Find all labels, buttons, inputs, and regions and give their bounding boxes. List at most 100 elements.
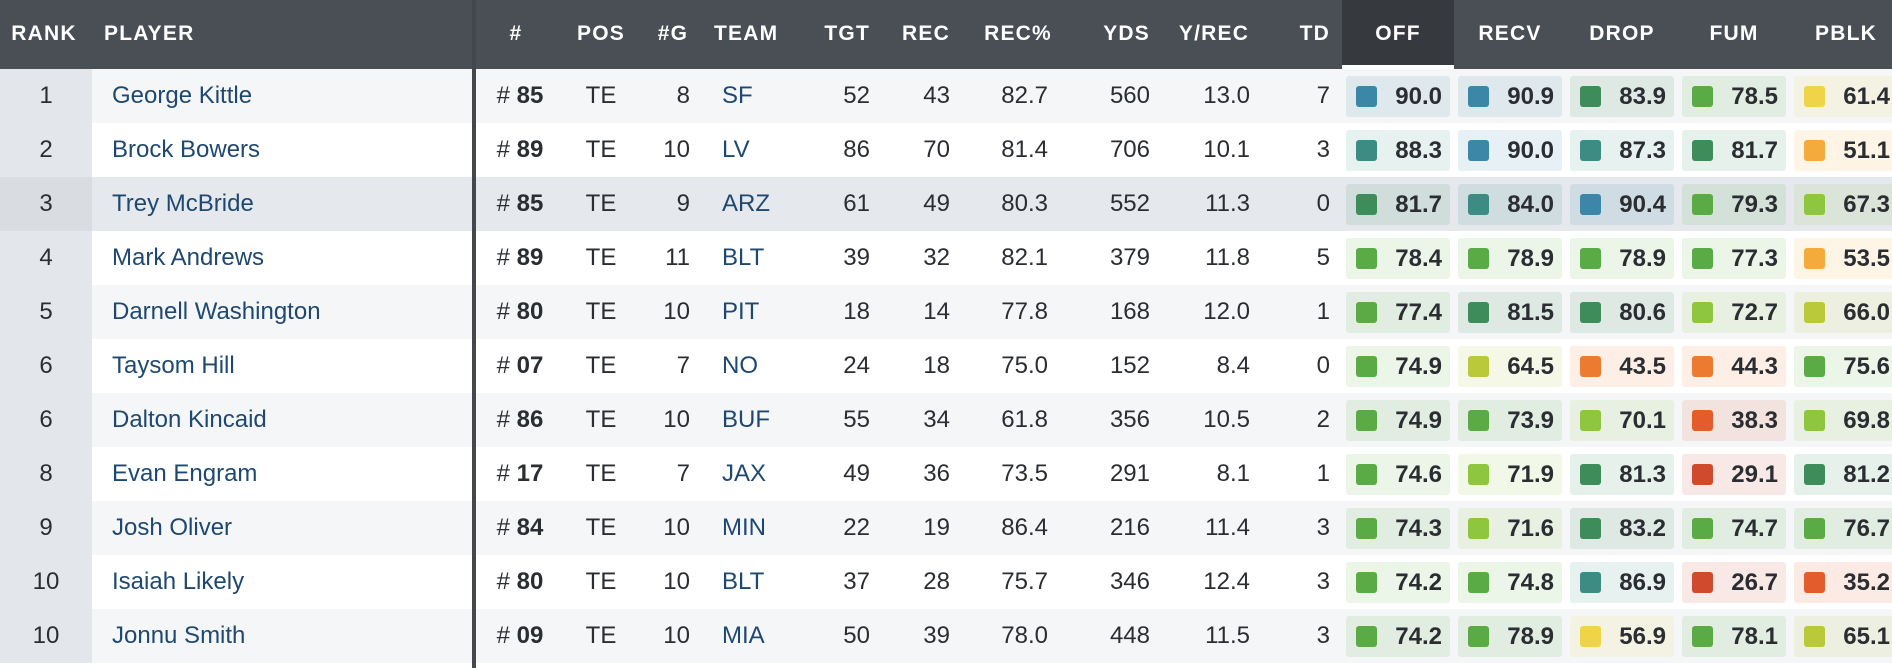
header-jersey[interactable]: #	[509, 22, 523, 45]
player-name-link[interactable]: Taysom Hill	[112, 352, 235, 379]
yards-cell: 291	[1109, 460, 1150, 487]
table-row[interactable]: 2 Brock Bowers # 89 TE 10 LV 86 70 81.4 706 10.1 3 8…	[0, 123, 1892, 177]
rec-pct-cell: 80.3	[1001, 190, 1048, 217]
receptions-cell: 49	[923, 190, 950, 217]
grade-value: 26.7	[1731, 569, 1778, 596]
table-row[interactable]: 10 Jonnu Smith # 09 TE 10 MIA 50 39 78.0 448 11.5 3…	[0, 609, 1892, 663]
grade-value: 74.6	[1395, 461, 1442, 488]
header-rank[interactable]: RANK	[11, 22, 77, 45]
grade-color-indicator	[1468, 626, 1489, 647]
grade-value: 53.5	[1843, 245, 1890, 272]
player-name-link[interactable]: Josh Oliver	[112, 514, 233, 541]
header-pblk[interactable]: PBLK	[1815, 22, 1877, 45]
header-td[interactable]: TD	[1299, 22, 1330, 45]
team-link[interactable]: ARZ	[722, 190, 770, 217]
table-row[interactable]: 4 Mark Andrews # 89 TE 11 BLT 39 32 82.1 379 11.8 5…	[0, 231, 1892, 285]
team-link[interactable]: SF	[722, 82, 753, 109]
grade-color-indicator	[1580, 410, 1601, 431]
grade-value: 88.3	[1395, 137, 1442, 164]
grade-pblk: 61.4	[1794, 76, 1892, 117]
header-player[interactable]: PLAYER	[104, 22, 195, 45]
receptions-cell: 28	[923, 568, 950, 595]
grade-recv: 71.6	[1458, 508, 1562, 549]
grade-value: 90.0	[1507, 137, 1554, 164]
header-fum[interactable]: FUM	[1709, 22, 1759, 45]
table-row[interactable]: 3 Trey McBride # 85 TE 9 ARZ 61 49 80.3 552 11.3 0 8…	[0, 177, 1892, 231]
team-link[interactable]: BLT	[722, 244, 765, 271]
table-row[interactable]: 10 Isaiah Likely # 80 TE 10 BLT 37 28 75.7 346 12.…	[0, 555, 1892, 609]
receptions-cell: 18	[923, 352, 950, 379]
header-drop[interactable]: DROP	[1589, 22, 1655, 45]
table-row[interactable]: 1 George Kittle # 85 TE 8 SF 52 43 82.7 560 13.0 7 9…	[0, 69, 1892, 123]
position-cell: TE	[585, 622, 617, 649]
jersey-number: # 07	[480, 339, 560, 393]
touchdowns-cell: 3	[1316, 622, 1330, 649]
player-name-link[interactable]: Darnell Washington	[112, 298, 321, 325]
receptions-cell: 43	[923, 82, 950, 109]
targets-cell: 39	[843, 244, 870, 271]
jersey-digits: 17	[516, 460, 544, 487]
jersey-number: # 17	[480, 447, 560, 501]
team-link[interactable]: NO	[722, 352, 758, 379]
player-name-link[interactable]: Trey McBride	[112, 190, 254, 217]
table-row[interactable]: 8 Evan Engram # 17 TE 7 JAX 49 36 73.5 291 8.1 1 74.…	[0, 447, 1892, 501]
touchdowns-cell: 7	[1316, 82, 1330, 109]
player-name-link[interactable]: Isaiah Likely	[112, 568, 245, 595]
table-row[interactable]: 5 Darnell Washington # 80 TE 10 PIT 18 14 77.8 16…	[0, 285, 1892, 339]
grade-value: 81.7	[1731, 137, 1778, 164]
jersey-hash: #	[496, 190, 510, 217]
player-name-link[interactable]: Jonnu Smith	[112, 622, 246, 649]
grade-value: 69.8	[1843, 407, 1890, 434]
header-off[interactable]: OFF	[1342, 0, 1454, 69]
jersey-hash: #	[496, 406, 510, 433]
column-divider	[472, 0, 476, 668]
grade-recv: 84.0	[1458, 184, 1562, 225]
yards-cell: 560	[1109, 82, 1150, 109]
team-link[interactable]: MIA	[722, 622, 765, 649]
header-games[interactable]: #G	[657, 22, 689, 45]
table-header: RANK PLAYER # POS #G TEAM TGT REC REC% Y…	[0, 0, 1892, 69]
team-link[interactable]: LV	[722, 136, 750, 163]
jersey-digits: 85	[516, 82, 544, 109]
header-yds[interactable]: YDS	[1103, 22, 1150, 45]
player-name-link[interactable]: Evan Engram	[112, 460, 258, 487]
jersey-hash: #	[496, 244, 510, 271]
team-link[interactable]: PIT	[722, 298, 760, 325]
jersey-hash: #	[496, 298, 510, 325]
grade-off: 74.2	[1346, 562, 1450, 603]
targets-cell: 50	[843, 622, 870, 649]
team-link[interactable]: JAX	[722, 460, 767, 487]
player-name-link[interactable]: Dalton Kincaid	[112, 406, 267, 433]
player-name-link[interactable]: Brock Bowers	[112, 136, 261, 163]
header-tgt[interactable]: TGT	[824, 22, 870, 45]
header-y-rec[interactable]: Y/REC	[1178, 22, 1250, 45]
grade-value: 71.6	[1507, 515, 1554, 542]
position-cell: TE	[585, 568, 617, 595]
player-name-link[interactable]: George Kittle	[112, 82, 253, 109]
grade-color-indicator	[1804, 302, 1825, 323]
header-pos[interactable]: POS	[577, 22, 625, 45]
jersey-number: # 89	[480, 123, 560, 177]
grade-color-indicator	[1468, 248, 1489, 269]
header-team[interactable]: TEAM	[714, 22, 779, 45]
grade-color-indicator	[1692, 626, 1713, 647]
team-link[interactable]: BUF	[722, 406, 770, 433]
grade-drop: 81.3	[1570, 454, 1674, 495]
grade-pblk: 35.2	[1794, 562, 1892, 603]
player-name-link[interactable]: Mark Andrews	[112, 244, 265, 271]
grade-value: 67.3	[1843, 191, 1890, 218]
header-recv[interactable]: RECV	[1478, 22, 1542, 45]
rank-cell: 9	[0, 501, 92, 555]
grade-value: 35.2	[1843, 569, 1890, 596]
table-row[interactable]: 6 Taysom Hill # 07 TE 7 NO 24 18 75.0 152 8.4 0 74.9…	[0, 339, 1892, 393]
table-row[interactable]: 6 Dalton Kincaid # 86 TE 10 BUF 55 34 61.8 356 10.…	[0, 393, 1892, 447]
grade-recv: 78.9	[1458, 616, 1562, 657]
header-rec[interactable]: REC	[902, 22, 950, 45]
grade-drop: 90.4	[1570, 184, 1674, 225]
header-rec-pct[interactable]: REC%	[984, 22, 1052, 45]
rec-pct-cell: 77.8	[1001, 298, 1048, 325]
team-link[interactable]: MIN	[722, 514, 766, 541]
table-row[interactable]: 9 Josh Oliver # 84 TE 10 MIN 22 19 86.4 216 11.4 3 7…	[0, 501, 1892, 555]
rank-cell: 10	[0, 609, 92, 663]
team-link[interactable]: BLT	[722, 568, 765, 595]
